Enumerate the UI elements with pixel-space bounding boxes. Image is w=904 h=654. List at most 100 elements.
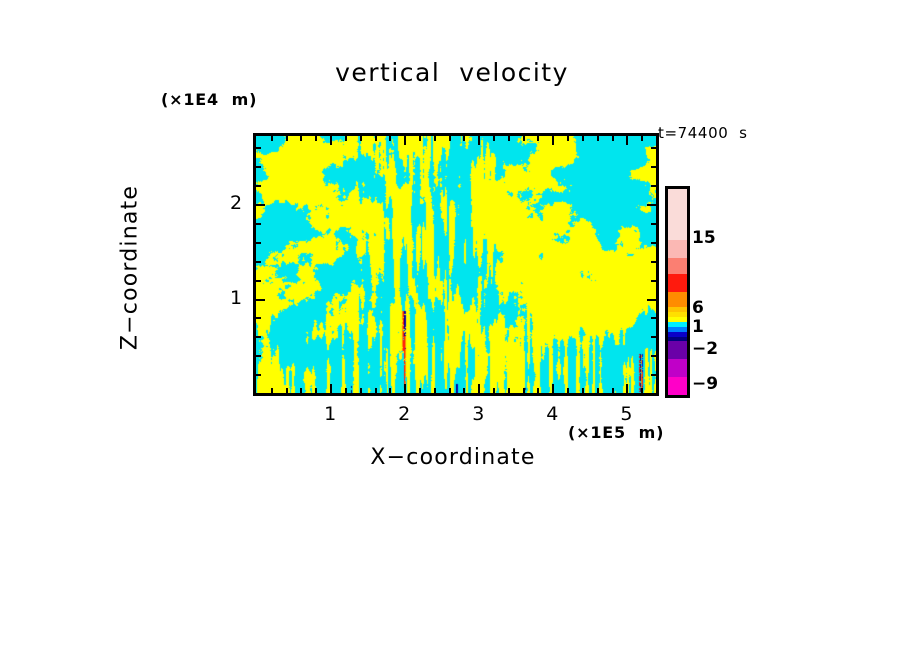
colorbar-band [668, 274, 687, 293]
x-minor-tick-top [449, 136, 451, 141]
x-major-tick-top [626, 136, 628, 145]
x-minor-tick [597, 388, 599, 393]
x-tick-label: 4 [546, 403, 559, 425]
x-minor-tick [360, 388, 362, 393]
y-minor-tick-right [651, 223, 656, 225]
x-minor-tick-top [389, 136, 391, 141]
x-tick-label: 3 [472, 403, 485, 425]
x-minor-tick-top [523, 136, 525, 141]
colorbar-tick-label: 1 [692, 317, 704, 337]
x-major-tick-top [404, 136, 406, 145]
colorbar-band [668, 340, 687, 359]
y-minor-tick [256, 147, 261, 149]
colorbar-band [668, 376, 687, 395]
colorbar-band [668, 358, 687, 377]
x-minor-tick-top [434, 136, 436, 141]
x-minor-tick [419, 388, 421, 393]
y-minor-tick [256, 355, 261, 357]
x-minor-tick-top [567, 136, 569, 141]
x-major-tick-top [330, 136, 332, 145]
x-minor-tick-top [345, 136, 347, 141]
x-major-tick-top [552, 136, 554, 145]
x-major-tick [626, 384, 628, 393]
page-title: vertical velocity [335, 58, 569, 87]
y-tick-label: 1 [230, 286, 243, 309]
x-major-tick [552, 384, 554, 393]
y-minor-tick [256, 280, 261, 282]
y-major-tick-right [647, 204, 656, 206]
x-major-tick [330, 384, 332, 393]
colorbar-band [668, 257, 687, 275]
colorbar-band [668, 239, 687, 258]
colorbar-band [668, 292, 687, 308]
x-minor-tick [271, 388, 273, 393]
y-minor-tick-right [651, 166, 656, 168]
y-minor-tick-right [651, 355, 656, 357]
x-tick-label: 1 [324, 403, 337, 425]
y-axis-unit-label: (×1E4 m) [161, 90, 258, 109]
x-minor-tick-top [493, 136, 495, 141]
x-tick-label: 5 [620, 403, 633, 425]
y-tick-label: 2 [230, 192, 243, 215]
x-major-tick [478, 384, 480, 393]
x-minor-tick [449, 388, 451, 393]
y-minor-tick [256, 374, 261, 376]
colorbar-band [668, 331, 687, 337]
y-major-tick-right [647, 299, 656, 301]
colorbar-tick-label: 6 [692, 298, 704, 318]
x-axis-title: X−coordinate [370, 445, 536, 470]
y-minor-tick-right [651, 242, 656, 244]
colorbar-band [668, 336, 687, 341]
colorbar-band [668, 316, 687, 322]
x-minor-tick-top [300, 136, 302, 141]
x-minor-tick-top [582, 136, 584, 141]
x-minor-tick [582, 388, 584, 393]
colorbar-tick-label: −2 [692, 339, 719, 359]
y-major-tick [256, 204, 265, 206]
x-major-tick-top [478, 136, 480, 145]
x-minor-tick [641, 388, 643, 393]
x-minor-tick-top [375, 136, 377, 141]
x-minor-tick-top [360, 136, 362, 141]
x-minor-tick [537, 388, 539, 393]
x-minor-tick-top [597, 136, 599, 141]
y-minor-tick [256, 166, 261, 168]
colorbar-band [668, 307, 687, 313]
y-minor-tick-right [651, 147, 656, 149]
x-minor-tick [463, 388, 465, 393]
y-minor-tick [256, 261, 261, 263]
time-annotation: t=74400 s [658, 124, 748, 142]
x-minor-tick [315, 388, 317, 393]
x-minor-tick [389, 388, 391, 393]
x-axis-unit-label: (×1E5 m) [568, 423, 665, 442]
x-minor-tick-top [419, 136, 421, 141]
colorbar[interactable] [665, 186, 690, 398]
velocity-field-heatmap [256, 136, 656, 393]
x-minor-tick [434, 388, 436, 393]
x-tick-label: 2 [398, 403, 411, 425]
y-major-tick [256, 299, 265, 301]
y-minor-tick [256, 223, 261, 225]
x-minor-tick-top [537, 136, 539, 141]
x-minor-tick-top [463, 136, 465, 141]
x-minor-tick [612, 388, 614, 393]
y-minor-tick [256, 185, 261, 187]
y-axis-title: Z−coordinate [117, 184, 143, 351]
x-minor-tick [375, 388, 377, 393]
x-minor-tick [493, 388, 495, 393]
colorbar-band [668, 312, 687, 317]
y-minor-tick [256, 317, 261, 319]
x-major-tick [404, 384, 406, 393]
x-minor-tick [523, 388, 525, 393]
x-minor-tick [508, 388, 510, 393]
x-minor-tick-top [315, 136, 317, 141]
colorbar-tick-label: 15 [692, 228, 716, 248]
x-minor-tick [567, 388, 569, 393]
x-minor-tick [345, 388, 347, 393]
x-minor-tick-top [286, 136, 288, 141]
y-minor-tick-right [651, 336, 656, 338]
plot-area[interactable] [253, 133, 659, 396]
colorbar-band [668, 326, 687, 332]
x-minor-tick-top [508, 136, 510, 141]
